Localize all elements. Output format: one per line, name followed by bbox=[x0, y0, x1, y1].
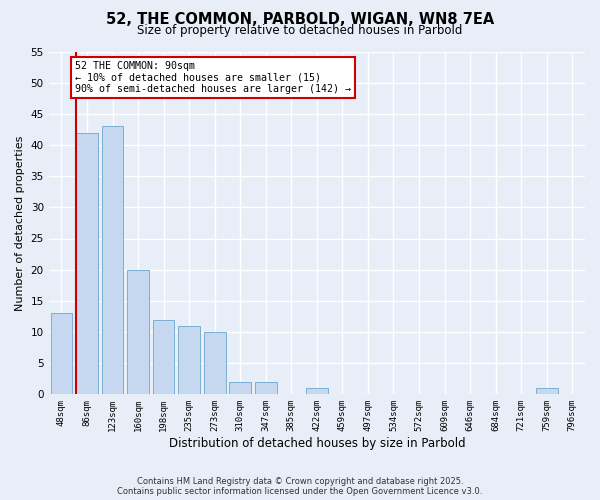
Bar bbox=[255, 382, 277, 394]
X-axis label: Distribution of detached houses by size in Parbold: Distribution of detached houses by size … bbox=[169, 437, 465, 450]
Bar bbox=[101, 126, 124, 394]
Bar bbox=[153, 320, 175, 394]
Bar bbox=[204, 332, 226, 394]
Bar bbox=[50, 314, 72, 394]
Bar bbox=[306, 388, 328, 394]
Y-axis label: Number of detached properties: Number of detached properties bbox=[15, 135, 25, 310]
Text: 52 THE COMMON: 90sqm
← 10% of detached houses are smaller (15)
90% of semi-detac: 52 THE COMMON: 90sqm ← 10% of detached h… bbox=[75, 61, 351, 94]
Bar bbox=[178, 326, 200, 394]
Text: Contains HM Land Registry data © Crown copyright and database right 2025.
Contai: Contains HM Land Registry data © Crown c… bbox=[118, 476, 482, 496]
Bar bbox=[536, 388, 557, 394]
Text: 52, THE COMMON, PARBOLD, WIGAN, WN8 7EA: 52, THE COMMON, PARBOLD, WIGAN, WN8 7EA bbox=[106, 12, 494, 28]
Bar bbox=[127, 270, 149, 394]
Text: Size of property relative to detached houses in Parbold: Size of property relative to detached ho… bbox=[137, 24, 463, 37]
Bar bbox=[76, 132, 98, 394]
Bar bbox=[229, 382, 251, 394]
